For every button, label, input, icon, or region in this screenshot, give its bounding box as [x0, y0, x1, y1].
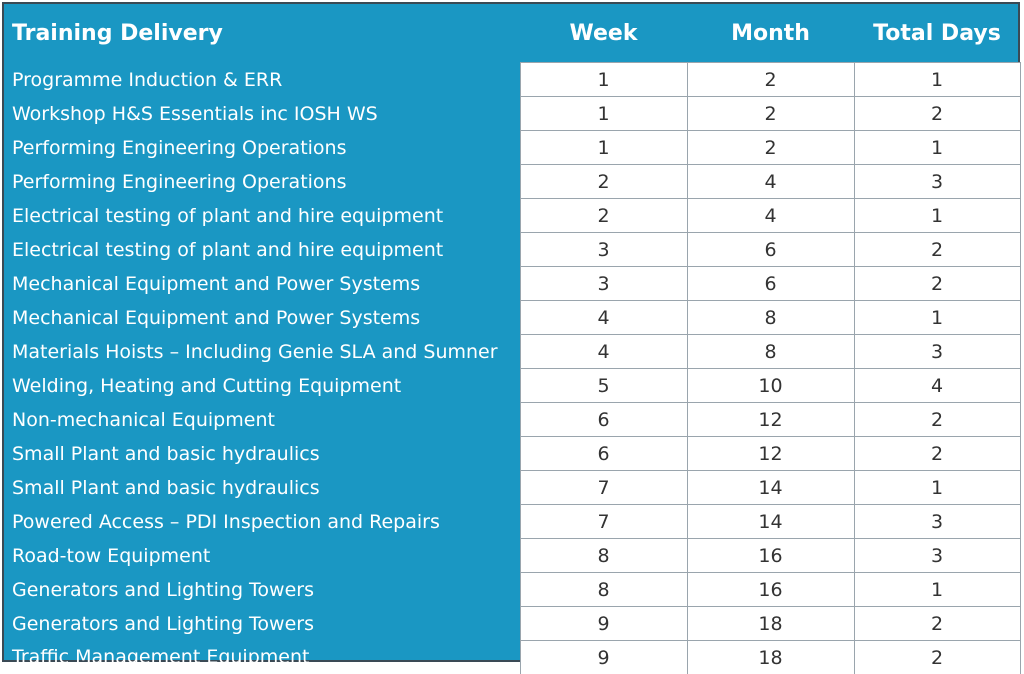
- month-cell: 2: [687, 63, 854, 97]
- total-days-cell: 3: [854, 335, 1020, 369]
- total-days-cell: 1: [854, 301, 1020, 335]
- course-name-cell: Traffic Management Equipment: [4, 641, 520, 674]
- table-row: Electrical testing of plant and hire equ…: [4, 199, 1020, 233]
- month-cell: 14: [687, 505, 854, 539]
- month-cell: 14: [687, 471, 854, 505]
- course-name-cell: Welding, Heating and Cutting Equipment: [4, 369, 520, 403]
- week-cell: 3: [520, 233, 687, 267]
- total-days-cell: 4: [854, 369, 1020, 403]
- total-days-cell: 2: [854, 403, 1020, 437]
- table-row: Materials Hoists – Including Genie SLA a…: [4, 335, 1020, 369]
- week-cell: 1: [520, 97, 687, 131]
- table-row: Powered Access – PDI Inspection and Repa…: [4, 505, 1020, 539]
- total-days-cell: 3: [854, 505, 1020, 539]
- month-cell: 18: [687, 607, 854, 641]
- total-days-cell: 3: [854, 539, 1020, 573]
- course-name-cell: Performing Engineering Operations: [4, 165, 520, 199]
- month-cell: 2: [687, 131, 854, 165]
- month-cell: 16: [687, 573, 854, 607]
- month-cell: 8: [687, 301, 854, 335]
- month-cell: 6: [687, 233, 854, 267]
- week-cell: 6: [520, 437, 687, 471]
- month-cell: 8: [687, 335, 854, 369]
- header-total-days: Total Days: [854, 4, 1020, 63]
- month-cell: 16: [687, 539, 854, 573]
- total-days-cell: 1: [854, 63, 1020, 97]
- month-cell: 2: [687, 97, 854, 131]
- week-cell: 7: [520, 505, 687, 539]
- training-delivery-table-frame: Training Delivery Week Month Total Days …: [2, 2, 1020, 662]
- header-training-delivery: Training Delivery: [4, 4, 520, 63]
- week-cell: 9: [520, 641, 687, 674]
- week-cell: 4: [520, 335, 687, 369]
- total-days-cell: 2: [854, 97, 1020, 131]
- course-name-cell: Electrical testing of plant and hire equ…: [4, 233, 520, 267]
- training-delivery-table: Training Delivery Week Month Total Days …: [4, 4, 1021, 674]
- month-cell: 12: [687, 437, 854, 471]
- course-name-cell: Non-mechanical Equipment: [4, 403, 520, 437]
- total-days-cell: 2: [854, 267, 1020, 301]
- week-cell: 8: [520, 573, 687, 607]
- total-days-cell: 2: [854, 233, 1020, 267]
- course-name-cell: Mechanical Equipment and Power Systems: [4, 301, 520, 335]
- total-days-cell: 3: [854, 165, 1020, 199]
- course-name-cell: Electrical testing of plant and hire equ…: [4, 199, 520, 233]
- header-week: Week: [520, 4, 687, 63]
- month-cell: 12: [687, 403, 854, 437]
- total-days-cell: 1: [854, 471, 1020, 505]
- week-cell: 3: [520, 267, 687, 301]
- course-name-cell: Performing Engineering Operations: [4, 131, 520, 165]
- month-cell: 4: [687, 165, 854, 199]
- table-row: Electrical testing of plant and hire equ…: [4, 233, 1020, 267]
- month-cell: 10: [687, 369, 854, 403]
- course-name-cell: Generators and Lighting Towers: [4, 573, 520, 607]
- total-days-cell: 1: [854, 131, 1020, 165]
- course-name-cell: Road-tow Equipment: [4, 539, 520, 573]
- week-cell: 7: [520, 471, 687, 505]
- month-cell: 6: [687, 267, 854, 301]
- course-name-cell: Programme Induction & ERR: [4, 63, 520, 97]
- total-days-cell: 2: [854, 641, 1020, 674]
- week-cell: 5: [520, 369, 687, 403]
- week-cell: 6: [520, 403, 687, 437]
- course-name-cell: Workshop H&S Essentials inc IOSH WS: [4, 97, 520, 131]
- course-name-cell: Small Plant and basic hydraulics: [4, 471, 520, 505]
- course-name-cell: Powered Access – PDI Inspection and Repa…: [4, 505, 520, 539]
- month-cell: 18: [687, 641, 854, 674]
- week-cell: 2: [520, 199, 687, 233]
- total-days-cell: 1: [854, 573, 1020, 607]
- week-cell: 1: [520, 131, 687, 165]
- course-name-cell: Materials Hoists – Including Genie SLA a…: [4, 335, 520, 369]
- week-cell: 1: [520, 63, 687, 97]
- total-days-cell: 2: [854, 437, 1020, 471]
- total-days-cell: 1: [854, 199, 1020, 233]
- total-days-cell: 2: [854, 607, 1020, 641]
- month-cell: 4: [687, 199, 854, 233]
- header-row: Training Delivery Week Month Total Days: [4, 4, 1020, 63]
- week-cell: 8: [520, 539, 687, 573]
- week-cell: 2: [520, 165, 687, 199]
- course-name-cell: Small Plant and basic hydraulics: [4, 437, 520, 471]
- header-month: Month: [687, 4, 854, 63]
- course-name-cell: Mechanical Equipment and Power Systems: [4, 267, 520, 301]
- week-cell: 9: [520, 607, 687, 641]
- week-cell: 4: [520, 301, 687, 335]
- course-name-cell: Generators and Lighting Towers: [4, 607, 520, 641]
